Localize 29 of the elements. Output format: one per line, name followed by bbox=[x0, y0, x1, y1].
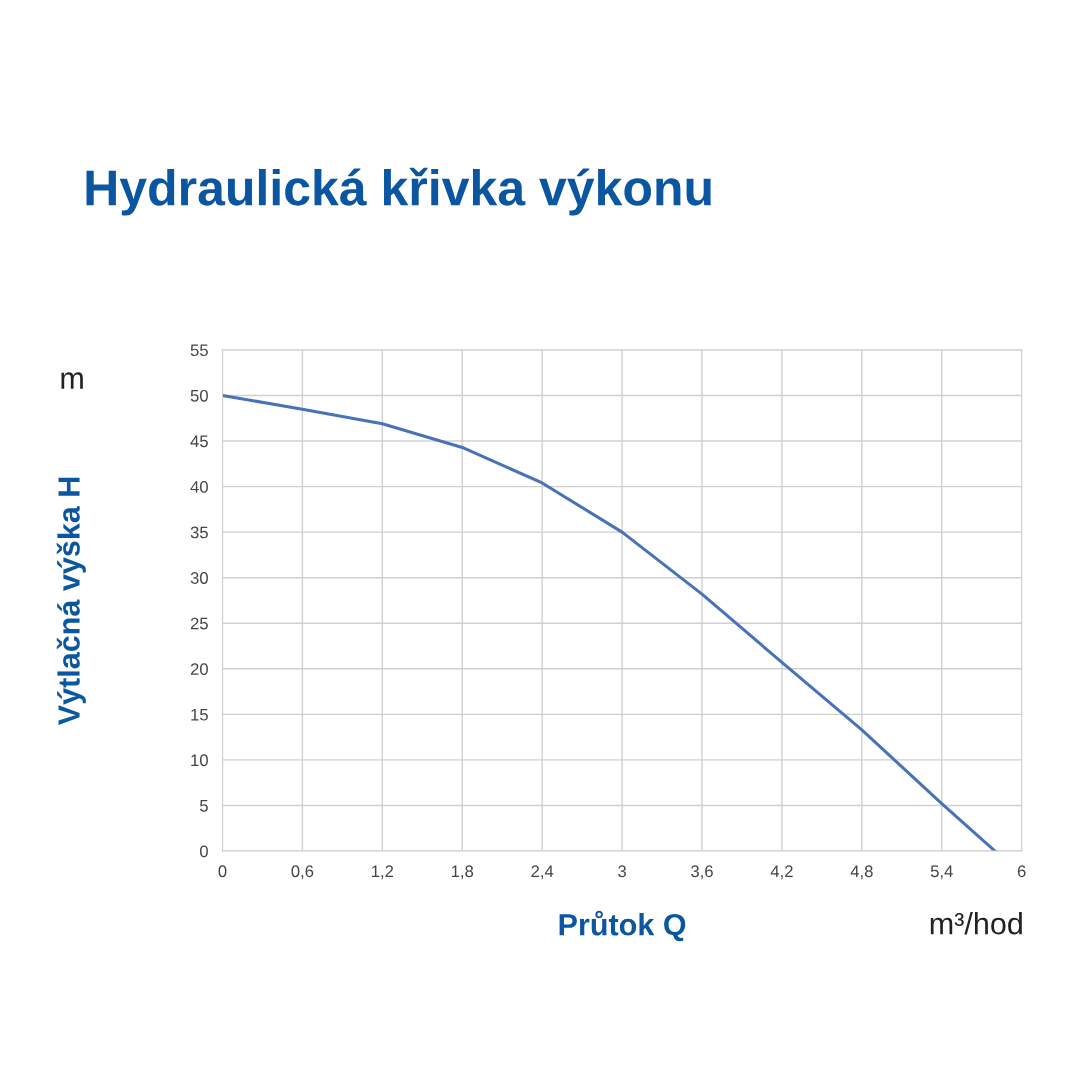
x-tick-label: 1,2 bbox=[372, 865, 394, 880]
y-tick-label: 15 bbox=[191, 708, 208, 721]
y-tick-label: 35 bbox=[190, 526, 208, 539]
y-axis-title: Výtlačná výška H bbox=[56, 477, 86, 726]
y-tick-label: 45 bbox=[190, 435, 208, 448]
chart-title: Hydraulická křivka výkonu bbox=[86, 167, 711, 216]
x-tick-label: 0,6 bbox=[291, 865, 314, 880]
x-tick-label: 6 bbox=[1017, 865, 1026, 878]
y-tick-label: 10 bbox=[191, 754, 208, 767]
y-tick-label: 20 bbox=[190, 663, 208, 676]
x-tick-label: 1,8 bbox=[451, 865, 474, 880]
x-tick-label: 4,8 bbox=[850, 865, 873, 880]
x-tick-label: 2,4 bbox=[531, 865, 554, 880]
text: m³/hod bbox=[930, 912, 1022, 935]
y-tick-label: 55 bbox=[190, 344, 208, 357]
x-axis-title: Průtok Q bbox=[559, 910, 686, 942]
y-tick-label: 30 bbox=[190, 572, 208, 584]
x-tick-label: 0 bbox=[218, 865, 227, 878]
y-tick-label: 0 bbox=[199, 845, 208, 858]
y-tick-label: 25 bbox=[190, 617, 208, 630]
x-tick-label: 3 bbox=[618, 865, 626, 878]
x-tick-label: 3,6 bbox=[691, 865, 713, 880]
x-tick-label: 4,2 bbox=[770, 865, 793, 880]
y-tick-label: 5 bbox=[199, 800, 208, 812]
y-tick-label: 50 bbox=[190, 389, 208, 402]
line-series bbox=[222, 393, 997, 852]
x-tick-label: 5,4 bbox=[930, 865, 953, 880]
y-tick-label: 40 bbox=[190, 480, 208, 493]
text: m bbox=[61, 372, 83, 389]
